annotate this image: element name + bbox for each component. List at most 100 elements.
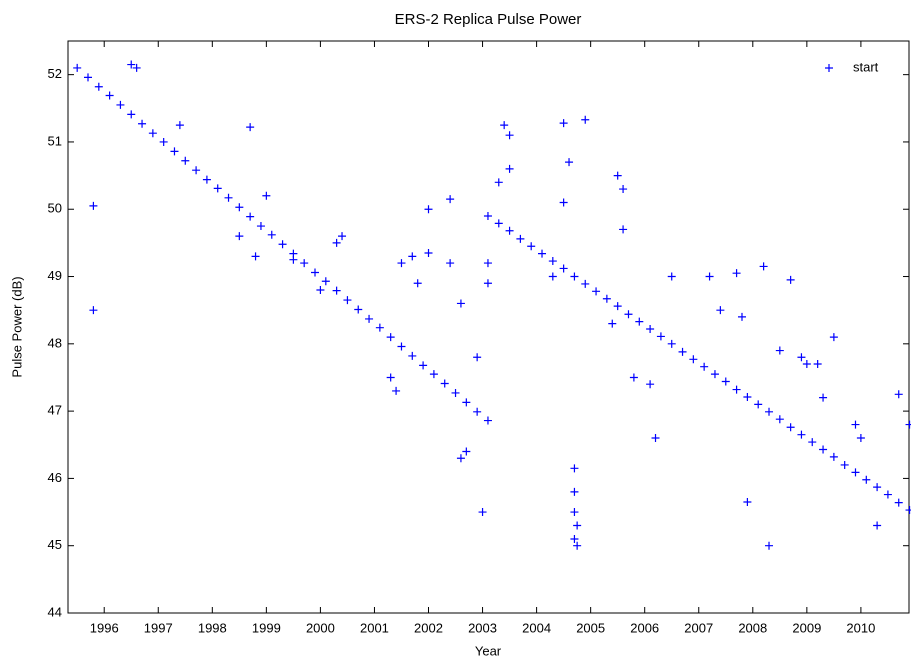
point — [905, 506, 911, 515]
point — [786, 275, 795, 284]
y-tick-label: 51 — [48, 133, 62, 148]
point — [456, 454, 465, 463]
y-tick-label: 45 — [48, 537, 62, 552]
point — [170, 147, 179, 156]
point — [570, 272, 579, 281]
y-tick-label: 49 — [48, 268, 62, 283]
x-axis-label: Year — [475, 643, 502, 658]
point — [765, 541, 774, 550]
y-tick-label: 46 — [48, 470, 62, 485]
point — [716, 306, 725, 315]
x-tick-label: 1999 — [252, 620, 281, 635]
point — [235, 203, 244, 212]
point — [608, 319, 617, 328]
point — [94, 82, 103, 91]
point — [338, 232, 347, 241]
point — [592, 287, 601, 296]
point — [581, 115, 590, 124]
point — [619, 185, 628, 194]
point — [667, 339, 676, 348]
point — [829, 333, 838, 342]
point — [365, 314, 374, 323]
point — [73, 63, 82, 72]
point — [559, 198, 568, 207]
point — [397, 259, 406, 268]
point — [256, 222, 265, 231]
x-tick-label: 2005 — [576, 620, 605, 635]
point — [213, 184, 222, 193]
point — [619, 225, 628, 234]
point — [689, 355, 698, 364]
point — [446, 259, 455, 268]
y-tick-label: 44 — [48, 604, 62, 619]
point — [527, 242, 536, 251]
point — [883, 490, 892, 499]
point — [321, 277, 330, 286]
point — [386, 333, 395, 342]
point — [813, 360, 822, 369]
point — [424, 248, 433, 257]
point — [473, 353, 482, 362]
point — [856, 434, 865, 443]
point — [267, 230, 276, 239]
point — [573, 541, 582, 550]
point — [656, 332, 665, 341]
plot-area — [67, 40, 910, 614]
point — [392, 386, 401, 395]
point — [483, 416, 492, 425]
point — [289, 255, 298, 264]
point — [116, 100, 125, 109]
point — [159, 137, 168, 146]
point — [700, 362, 709, 371]
x-tick-label: 2008 — [738, 620, 767, 635]
point — [721, 377, 730, 386]
point — [505, 164, 514, 173]
point — [851, 468, 860, 477]
point — [862, 475, 871, 484]
x-tick-label: 2004 — [522, 620, 551, 635]
point — [478, 508, 487, 517]
x-tick-label: 2002 — [414, 620, 443, 635]
x-tick-label: 2007 — [684, 620, 713, 635]
point — [538, 249, 547, 258]
point — [505, 131, 514, 140]
point — [494, 178, 503, 187]
point — [235, 232, 244, 241]
point — [246, 123, 255, 132]
point — [651, 434, 660, 443]
point — [516, 234, 525, 243]
point — [456, 299, 465, 308]
point — [905, 420, 911, 429]
point — [710, 370, 719, 379]
point — [678, 347, 687, 356]
y-tick-label: 48 — [48, 335, 62, 350]
x-tick-label: 1996 — [90, 620, 119, 635]
x-tick-label: 1997 — [144, 620, 173, 635]
point — [802, 360, 811, 369]
point — [311, 268, 320, 277]
point — [483, 259, 492, 268]
point — [797, 430, 806, 439]
point — [397, 342, 406, 351]
point — [132, 63, 141, 72]
point — [559, 264, 568, 273]
x-tick-label: 2009 — [792, 620, 821, 635]
point — [89, 306, 98, 315]
x-tick-label: 1998 — [198, 620, 227, 635]
y-tick-label: 50 — [48, 201, 62, 216]
point — [581, 279, 590, 288]
point — [635, 317, 644, 326]
point — [138, 119, 147, 128]
point — [819, 445, 828, 454]
point — [494, 219, 503, 228]
point — [500, 121, 509, 130]
y-axis-label: Pulse Power (dB) — [9, 276, 24, 377]
point — [89, 201, 98, 210]
point — [613, 302, 622, 311]
point — [573, 521, 582, 530]
point — [570, 464, 579, 473]
point — [797, 353, 806, 362]
point — [548, 257, 557, 266]
point — [175, 121, 184, 130]
